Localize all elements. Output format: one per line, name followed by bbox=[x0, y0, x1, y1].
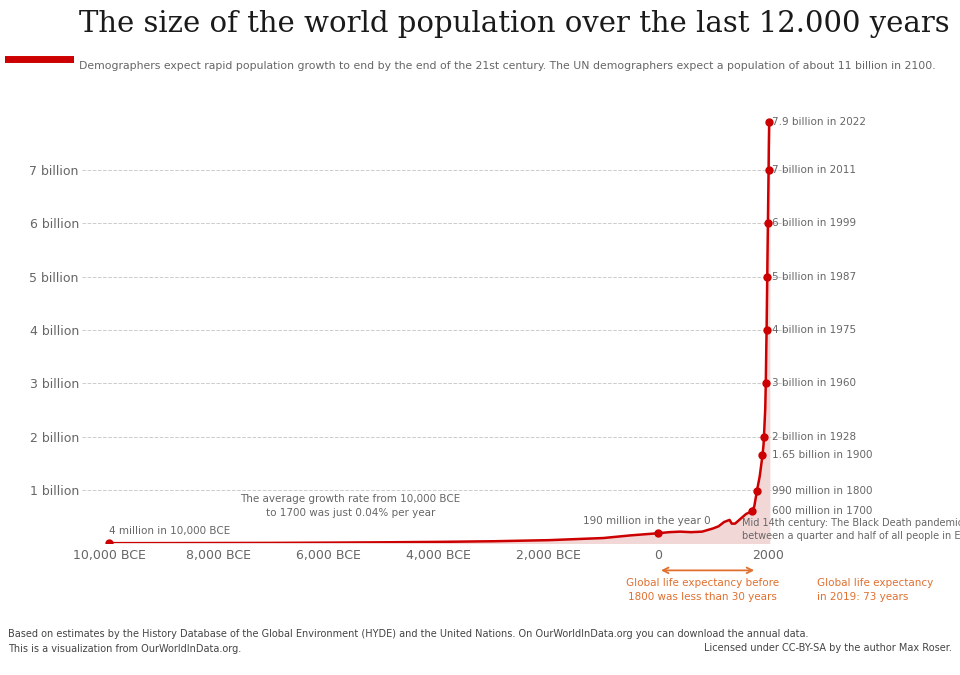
Text: Global life expectancy before
1800 was less than 30 years: Global life expectancy before 1800 was l… bbox=[626, 578, 780, 601]
Text: 4 billion in 1975: 4 billion in 1975 bbox=[773, 325, 856, 335]
Text: Demographers expect rapid population growth to end by the end of the 21st centur: Demographers expect rapid population gro… bbox=[79, 61, 935, 71]
Text: Based on estimates by the History Database of the Global Environment (HYDE) and : Based on estimates by the History Databa… bbox=[8, 629, 808, 654]
Text: 5 billion in 1987: 5 billion in 1987 bbox=[773, 271, 856, 281]
Text: 600 million in 1700: 600 million in 1700 bbox=[773, 506, 873, 516]
Text: in Data: in Data bbox=[18, 38, 60, 48]
Text: Licensed under CC-BY-SA by the author Max Roser.: Licensed under CC-BY-SA by the author Ma… bbox=[705, 643, 952, 653]
Text: 4 million in 10,000 BCE: 4 million in 10,000 BCE bbox=[109, 526, 230, 537]
Text: 7.9 billion in 2022: 7.9 billion in 2022 bbox=[773, 117, 866, 127]
Text: 3 billion in 1960: 3 billion in 1960 bbox=[773, 378, 856, 388]
Text: 1.65 billion in 1900: 1.65 billion in 1900 bbox=[773, 450, 873, 460]
Text: 7 billion in 2011: 7 billion in 2011 bbox=[773, 165, 856, 175]
Text: 990 million in 1800: 990 million in 1800 bbox=[773, 485, 873, 495]
Text: The size of the world population over the last 12.000 years: The size of the world population over th… bbox=[79, 10, 949, 38]
Text: 6 billion in 1999: 6 billion in 1999 bbox=[773, 218, 856, 228]
Text: Mid 14th century: The Black Death pandemic killed
between a quarter and half of : Mid 14th century: The Black Death pandem… bbox=[742, 518, 960, 541]
Text: The average growth rate from 10,000 BCE
to 1700 was just 0.04% per year: The average growth rate from 10,000 BCE … bbox=[241, 493, 461, 518]
Text: 2 billion in 1928: 2 billion in 1928 bbox=[773, 431, 856, 441]
Text: Our World: Our World bbox=[10, 20, 69, 30]
Text: Global life expectancy
in 2019: 73 years: Global life expectancy in 2019: 73 years bbox=[817, 578, 933, 601]
Text: 190 million in the year 0: 190 million in the year 0 bbox=[584, 516, 711, 526]
